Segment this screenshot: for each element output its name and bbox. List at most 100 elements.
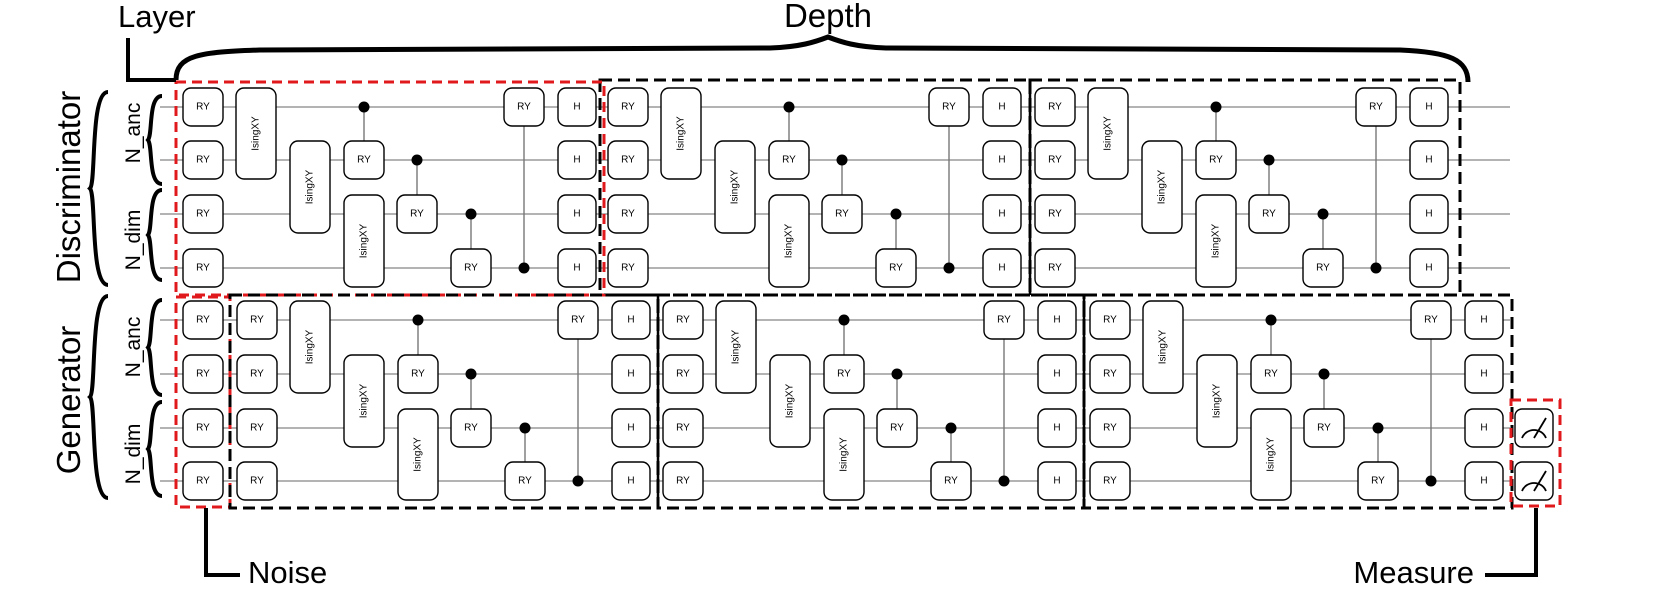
isingxy-gate bbox=[714, 140, 756, 234]
gen-n-dim-brace bbox=[145, 400, 163, 498]
isingxy-gate-label: IsingXY bbox=[251, 116, 262, 151]
ry-gate bbox=[607, 248, 649, 288]
control-dot bbox=[943, 262, 955, 274]
ry-gate-label: RY bbox=[196, 369, 210, 380]
ry-gate-label: RY bbox=[196, 155, 210, 166]
gen-n-dim-label: N_dim bbox=[122, 424, 145, 485]
isingxy-gate bbox=[1142, 300, 1184, 394]
h-gate-label: H bbox=[627, 476, 634, 487]
ry-gate-label: RY bbox=[1048, 209, 1062, 220]
control-dot bbox=[783, 101, 795, 113]
h-gate bbox=[557, 140, 597, 180]
ry-gate-label: RY bbox=[676, 369, 690, 380]
isingxy-gate bbox=[343, 354, 385, 448]
measurement-dial bbox=[1521, 482, 1547, 492]
h-gate-label: H bbox=[1425, 263, 1432, 274]
ry-gate bbox=[1250, 354, 1292, 394]
h-gate-label: H bbox=[627, 315, 634, 326]
h-gate bbox=[611, 461, 651, 501]
ry-gate bbox=[236, 300, 278, 340]
h-gate bbox=[982, 248, 1022, 288]
measurement-gate bbox=[1514, 461, 1554, 501]
ry-gate-label: RY bbox=[517, 102, 531, 113]
ry-gate bbox=[503, 87, 545, 127]
ry-gate-label: RY bbox=[621, 209, 635, 220]
ry-gate-label: RY bbox=[1371, 476, 1385, 487]
ry-gate bbox=[768, 140, 810, 180]
isingxy-gate bbox=[1087, 87, 1129, 180]
measurement-needle bbox=[1533, 470, 1547, 492]
h-gate-label: H bbox=[998, 102, 1005, 113]
ry-gate-label: RY bbox=[1316, 263, 1330, 274]
noise-label: Noise bbox=[248, 555, 327, 590]
isingxy-gate-label: IsingXY bbox=[359, 383, 370, 418]
control-dot bbox=[412, 314, 424, 326]
control-dot bbox=[518, 262, 530, 274]
isingxy-gate bbox=[289, 140, 331, 234]
ry-gate bbox=[1089, 408, 1131, 448]
ry-gate-label: RY bbox=[250, 369, 264, 380]
ry-gate bbox=[397, 354, 439, 394]
ry-gate bbox=[875, 248, 917, 288]
depth-brace bbox=[173, 34, 1471, 83]
isingxy-gate bbox=[289, 300, 331, 394]
h-gate bbox=[1037, 354, 1077, 394]
h-gate bbox=[1464, 300, 1504, 340]
ry-gate-label: RY bbox=[1048, 263, 1062, 274]
ry-gate bbox=[607, 140, 649, 180]
ry-gate bbox=[1248, 194, 1290, 234]
ry-gate-label: RY bbox=[464, 423, 478, 434]
h-gate-label: H bbox=[1480, 423, 1487, 434]
ry-gate bbox=[1089, 461, 1131, 501]
ry-gate-label: RY bbox=[1369, 102, 1383, 113]
ry-gate bbox=[182, 354, 224, 394]
isingxy-gate-label: IsingXY bbox=[1157, 169, 1168, 204]
layer-label: Layer bbox=[118, 0, 196, 34]
ry-gate bbox=[450, 408, 492, 448]
h-gate bbox=[611, 408, 651, 448]
isingxy-gate bbox=[1250, 408, 1292, 501]
ry-gate-label: RY bbox=[1048, 155, 1062, 166]
h-gate bbox=[1037, 300, 1077, 340]
annotations bbox=[87, 34, 1538, 577]
h-gate bbox=[1409, 194, 1449, 234]
control-dot bbox=[1318, 368, 1330, 380]
ry-gate bbox=[504, 461, 546, 501]
h-gate bbox=[557, 87, 597, 127]
ry-gate bbox=[1034, 248, 1076, 288]
isingxy-gate-label: IsingXY bbox=[1212, 383, 1223, 418]
isingxy-gate-label: IsingXY bbox=[305, 329, 316, 364]
isingxy-gate-label: IsingXY bbox=[676, 116, 687, 151]
h-gate bbox=[557, 194, 597, 234]
ry-gate bbox=[821, 194, 863, 234]
isingxy-gate-label: IsingXY bbox=[1103, 116, 1114, 151]
disc-n-dim-brace bbox=[145, 188, 163, 282]
ry-gate-label: RY bbox=[196, 476, 210, 487]
ry-gate bbox=[607, 194, 649, 234]
control-dot bbox=[465, 368, 477, 380]
ry-gate bbox=[182, 248, 224, 288]
ry-gate bbox=[823, 354, 865, 394]
measurement-needle bbox=[1533, 417, 1547, 439]
isingxy-gate bbox=[715, 300, 757, 394]
h-gate-label: H bbox=[1480, 476, 1487, 487]
isingxy-gate-label: IsingXY bbox=[1211, 223, 1222, 258]
isingxy-gate bbox=[397, 408, 439, 501]
disc-n-anc-label: N_anc bbox=[122, 103, 145, 164]
ry-gate-label: RY bbox=[250, 315, 264, 326]
measure-highlight bbox=[1509, 398, 1562, 508]
isingxy-gate bbox=[769, 354, 811, 448]
generator-label: Generator bbox=[50, 326, 87, 475]
h-gate-label: H bbox=[627, 369, 634, 380]
h-gate-label: H bbox=[998, 263, 1005, 274]
ry-gate-label: RY bbox=[196, 209, 210, 220]
ry-gate-label: RY bbox=[1317, 423, 1331, 434]
measure-label: Measure bbox=[1353, 555, 1474, 590]
gates: RY RY RY RY IsingXY IsingXY IsingXY RY RY RY RY H H H… bbox=[182, 87, 1554, 501]
ry-gate-label: RY bbox=[676, 423, 690, 434]
ry-gate bbox=[1034, 87, 1076, 127]
ry-gate-label: RY bbox=[782, 155, 796, 166]
control-dot bbox=[1210, 101, 1222, 113]
h-gate bbox=[1464, 461, 1504, 501]
control-dot bbox=[998, 475, 1010, 487]
